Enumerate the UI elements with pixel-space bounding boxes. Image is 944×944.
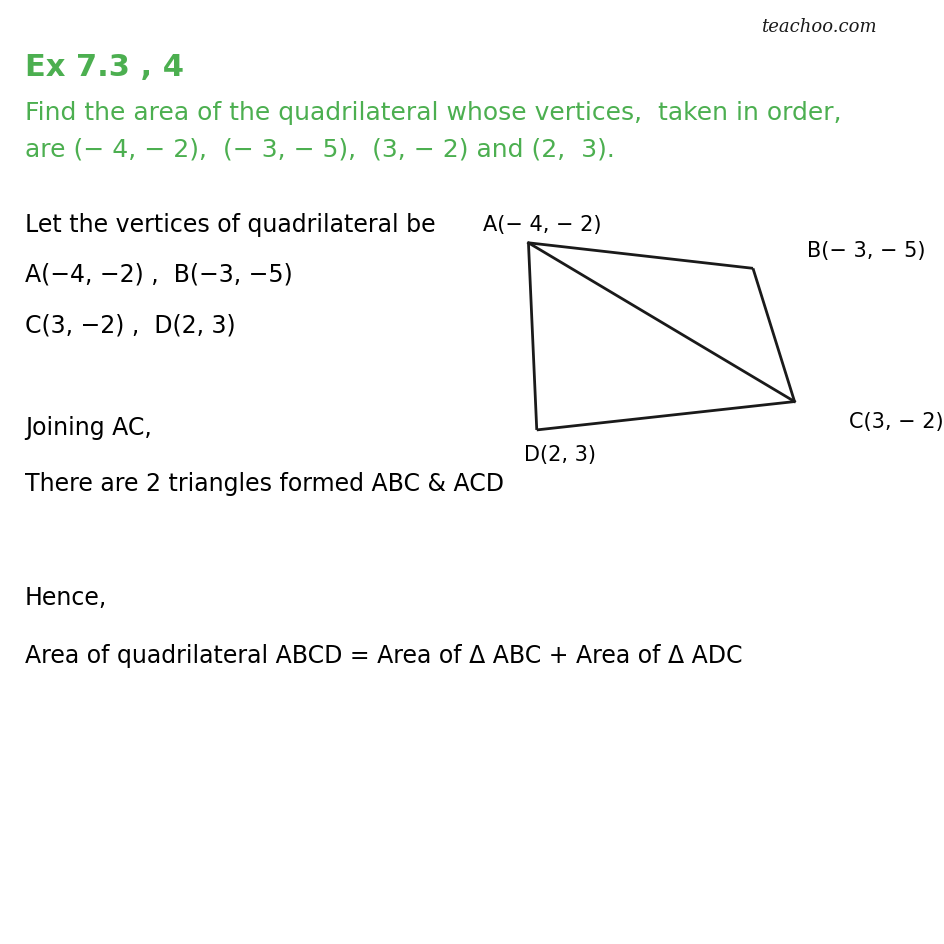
- Text: are (− 4, − 2),  (− 3, − 5),  (3, − 2) and (2,  3).: are (− 4, − 2), (− 3, − 5), (3, − 2) and…: [25, 137, 614, 160]
- Text: C(3, − 2): C(3, − 2): [848, 412, 942, 432]
- Text: Find the area of the quadrilateral whose vertices,  taken in order,: Find the area of the quadrilateral whose…: [25, 101, 840, 125]
- Text: A(− 4, − 2): A(− 4, − 2): [482, 215, 600, 235]
- Text: There are 2 triangles formed ABC & ACD: There are 2 triangles formed ABC & ACD: [25, 472, 503, 496]
- Text: teachoo.com: teachoo.com: [761, 18, 876, 37]
- Text: Area of quadrilateral ABCD = Area of Δ ABC + Area of Δ ADC: Area of quadrilateral ABCD = Area of Δ A…: [25, 644, 741, 667]
- Text: C(3, −2) ,  D(2, 3): C(3, −2) , D(2, 3): [25, 313, 235, 337]
- Text: A(−4, −2) ,  B(−3, −5): A(−4, −2) , B(−3, −5): [25, 262, 293, 286]
- Text: Hence,: Hence,: [25, 585, 107, 609]
- Text: D(2, 3): D(2, 3): [524, 445, 596, 464]
- Text: Let the vertices of quadrilateral be: Let the vertices of quadrilateral be: [25, 212, 435, 236]
- Text: B(− 3, − 5): B(− 3, − 5): [806, 241, 924, 261]
- Text: Ex 7.3 , 4: Ex 7.3 , 4: [25, 53, 183, 82]
- Text: Joining AC,: Joining AC,: [25, 415, 151, 439]
